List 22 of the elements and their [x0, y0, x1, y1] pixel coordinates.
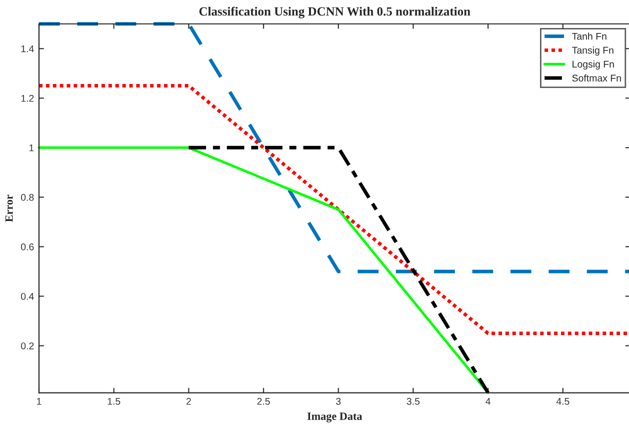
x-tick-label: 3.5	[406, 398, 420, 405]
x-tick-label: 4	[486, 398, 490, 405]
chart-title: Classification Using DCNN With 0.5 normalization	[199, 6, 470, 18]
x-tick-label: 4.5	[556, 398, 570, 405]
y-axis-title: Error	[5, 194, 13, 222]
legend-label: Softmax Fn	[572, 74, 621, 82]
legend-label: Logsig Fn	[572, 60, 614, 70]
y-tick-label: 1	[29, 144, 34, 152]
x-tick-label: 2.5	[257, 398, 270, 405]
y-tick-label: 0.8	[21, 194, 34, 201]
x-tick-label: 2	[186, 398, 191, 405]
y-tick-label: 0.6	[21, 243, 34, 250]
y-tick-label: 1.2	[21, 94, 34, 102]
y-tick-label: 0.2	[21, 342, 34, 350]
x-tick-label: 1	[37, 398, 42, 405]
legend-label: Tansig Fn	[572, 46, 614, 56]
y-tick-label: 0.4	[21, 292, 34, 300]
y-tick-label: 1.4	[21, 45, 34, 52]
x-tick-label: 1.5	[108, 398, 120, 405]
legend-label: Tanh Fn	[572, 32, 606, 40]
x-axis-title: Image Data	[307, 412, 362, 422]
x-tick-label: 3	[336, 398, 341, 405]
